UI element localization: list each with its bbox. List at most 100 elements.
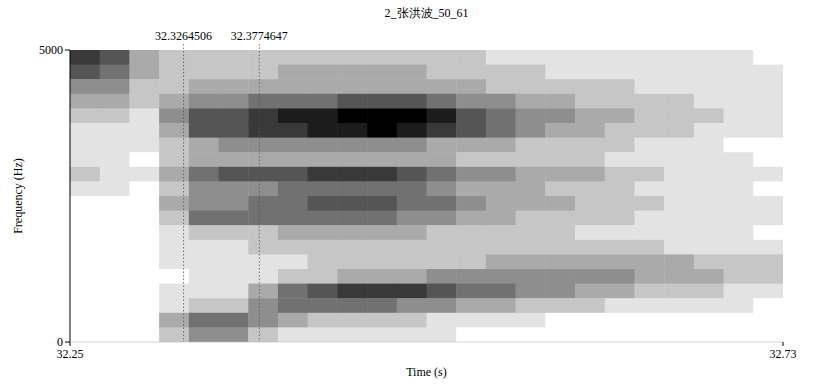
cell — [278, 225, 308, 240]
cell — [516, 108, 546, 123]
cell — [159, 50, 189, 65]
cell — [486, 123, 516, 138]
cell — [278, 152, 308, 167]
cell — [694, 65, 724, 80]
cell — [724, 269, 754, 284]
cell — [367, 225, 397, 240]
cell — [605, 240, 635, 255]
cell — [753, 284, 783, 299]
cell — [278, 138, 308, 153]
cell — [397, 298, 427, 313]
cell — [486, 65, 516, 80]
cell — [545, 138, 575, 153]
cell — [664, 123, 694, 138]
cell — [486, 167, 516, 182]
cell — [427, 94, 457, 109]
cell — [427, 225, 457, 240]
cell — [634, 50, 664, 65]
cell — [70, 123, 100, 138]
cell — [100, 123, 130, 138]
cell — [159, 225, 189, 240]
cell — [159, 240, 189, 255]
title: 2_张洪波_50_61 — [385, 6, 469, 20]
cell — [219, 284, 249, 299]
cell — [129, 284, 159, 299]
cell — [367, 108, 397, 123]
cell — [664, 254, 694, 269]
cell — [337, 240, 367, 255]
cell — [397, 79, 427, 94]
cell — [189, 196, 219, 211]
cell — [456, 152, 486, 167]
cell — [100, 65, 130, 80]
cell — [575, 181, 605, 196]
cell — [516, 211, 546, 226]
cell — [456, 284, 486, 299]
cell — [575, 94, 605, 109]
cell — [248, 123, 278, 138]
cell — [516, 152, 546, 167]
cell — [456, 167, 486, 182]
cell — [337, 65, 367, 80]
cell — [189, 240, 219, 255]
cell — [70, 284, 100, 299]
cell — [129, 167, 159, 182]
cell — [129, 240, 159, 255]
cell — [70, 94, 100, 109]
cell — [397, 254, 427, 269]
cell — [634, 254, 664, 269]
cell — [634, 65, 664, 80]
cell — [664, 167, 694, 182]
cell — [248, 211, 278, 226]
cell — [278, 79, 308, 94]
y-axis — [70, 50, 71, 342]
cell — [634, 181, 664, 196]
cell — [189, 298, 219, 313]
cell — [694, 196, 724, 211]
cell — [575, 269, 605, 284]
cell — [129, 123, 159, 138]
cell — [575, 254, 605, 269]
cell — [664, 313, 694, 328]
cell — [486, 269, 516, 284]
boundary-line — [183, 44, 184, 342]
cell — [456, 196, 486, 211]
cell — [427, 196, 457, 211]
cell — [724, 254, 754, 269]
cell — [308, 254, 338, 269]
cell — [129, 313, 159, 328]
cell — [634, 327, 664, 342]
cell — [516, 138, 546, 153]
cell — [308, 94, 338, 109]
cell — [427, 313, 457, 328]
cell — [367, 313, 397, 328]
cell — [545, 269, 575, 284]
chart: 0500032.2532.7332.326450632.37746472_张洪波… — [0, 0, 833, 387]
cell — [605, 123, 635, 138]
cell — [516, 94, 546, 109]
cell — [397, 167, 427, 182]
cell — [248, 254, 278, 269]
cell — [159, 123, 189, 138]
cell — [367, 79, 397, 94]
cell — [70, 167, 100, 182]
cell — [397, 50, 427, 65]
cell — [605, 65, 635, 80]
cell — [367, 167, 397, 182]
cell — [219, 269, 249, 284]
cell — [605, 313, 635, 328]
cell — [427, 181, 457, 196]
cell — [545, 313, 575, 328]
cell — [753, 313, 783, 328]
cell — [753, 50, 783, 65]
cell — [486, 181, 516, 196]
cell — [308, 108, 338, 123]
cell — [753, 65, 783, 80]
cell — [545, 50, 575, 65]
cell — [724, 79, 754, 94]
cell — [278, 327, 308, 342]
cells — [70, 50, 783, 342]
cell — [159, 108, 189, 123]
cell — [724, 240, 754, 255]
cell — [575, 240, 605, 255]
